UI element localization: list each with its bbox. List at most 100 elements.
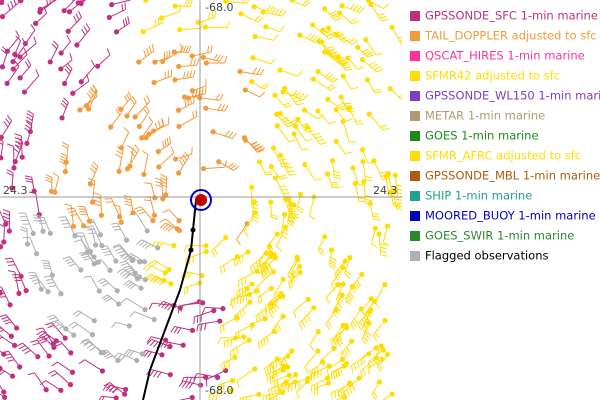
barb-dot [241, 135, 248, 141]
barb-staff [257, 246, 270, 265]
barb-staff [387, 173, 392, 190]
wind-barb [139, 116, 154, 141]
wind-barb [84, 227, 99, 248]
wind-barb [170, 326, 196, 335]
barb-tick [239, 397, 241, 400]
barb-tick [26, 113, 34, 118]
barb-tick [331, 13, 339, 17]
barb-tick [157, 120, 161, 128]
barb-tick [130, 150, 136, 158]
barb-dot [274, 123, 280, 129]
barb-dot [315, 108, 321, 114]
barb-dot [232, 354, 238, 360]
barb-staff [153, 123, 170, 132]
wind-barb [30, 339, 52, 359]
track-point [188, 247, 194, 253]
barb-staff [84, 359, 103, 372]
barb-staff [229, 339, 250, 352]
barb-dot [107, 267, 113, 273]
barb-dot [109, 2, 115, 8]
barb-dot [11, 342, 18, 348]
wind-barb [156, 146, 175, 170]
barb-tick [31, 278, 39, 282]
legend-label: TAIL_DOPPLER adjusted to sfc [424, 29, 597, 43]
barb-tick [180, 157, 186, 164]
wind-barb [236, 281, 255, 299]
barb-tick [36, 336, 44, 340]
barb-staff [245, 89, 260, 98]
barb-dot [333, 107, 339, 113]
wind-barb [123, 195, 136, 216]
wind-barb [289, 263, 303, 284]
barb-staff [293, 298, 309, 312]
barb-tick [25, 124, 32, 130]
barb-dot [143, 135, 149, 141]
barb-staff [138, 111, 150, 127]
barb-staff [141, 121, 154, 139]
barb-staff [0, 243, 2, 247]
wind-barb [256, 159, 273, 176]
barb-dot [202, 374, 209, 380]
barb-tick [336, 32, 343, 38]
barb-tick [265, 173, 273, 176]
barb-staff [72, 80, 90, 94]
barb-dot [349, 284, 356, 290]
barb-dot [172, 77, 178, 83]
barb-tick [397, 192, 402, 195]
barb-dot [238, 11, 244, 17]
barb-tick [262, 267, 268, 274]
barb-dot [49, 272, 55, 278]
barb-tick [318, 247, 325, 254]
barb-tick [187, 45, 192, 53]
barb-staff [29, 237, 38, 254]
barb-dot [134, 357, 140, 364]
barb-tick [21, 347, 29, 352]
barb-tick [120, 297, 127, 303]
barb-tick [326, 32, 333, 38]
barb-staff [254, 35, 275, 41]
wind-barb [123, 348, 145, 357]
wind-barb [47, 40, 59, 65]
barb-tick [337, 302, 343, 309]
wind-barb [6, 143, 17, 171]
barb-dot [62, 169, 68, 175]
barb-tick [53, 323, 60, 329]
wind-barb [257, 328, 277, 350]
barb-dot [141, 171, 147, 177]
barb-tick [265, 395, 268, 400]
barb-dot [333, 138, 339, 144]
barb-dot [99, 368, 106, 374]
barb-staff [129, 148, 134, 167]
barb-tick [396, 188, 402, 191]
barb-dot [336, 10, 343, 16]
barb-tick [335, 370, 339, 378]
barb-dot [3, 221, 9, 227]
barb-staff [50, 275, 62, 295]
barb-dot [8, 333, 14, 339]
wind-barb [0, 350, 7, 357]
barb-staff [367, 358, 383, 369]
barb-tick [337, 296, 343, 303]
barb-dot [156, 164, 162, 170]
barb-tick [141, 242, 148, 248]
barb-tick [334, 54, 342, 59]
barb-staff [280, 381, 296, 388]
wind-barb [59, 152, 68, 175]
barb-dot [0, 0, 5, 6]
barb-tick [112, 243, 120, 248]
barb-dot [180, 342, 186, 348]
wind-barb [25, 110, 34, 135]
barb-tick [233, 259, 236, 267]
wind-barb [148, 259, 172, 273]
barb-tick [347, 294, 353, 301]
barb-dot [196, 299, 202, 305]
wind-barb [382, 391, 395, 400]
barb-dot [319, 359, 326, 365]
barb-tick [343, 38, 350, 43]
barb-staff [295, 126, 307, 141]
barb-dot [10, 66, 16, 72]
barb-tick [252, 144, 260, 148]
barb-tick [204, 86, 207, 94]
wind-barb [221, 354, 238, 371]
wind-barb [287, 375, 311, 392]
